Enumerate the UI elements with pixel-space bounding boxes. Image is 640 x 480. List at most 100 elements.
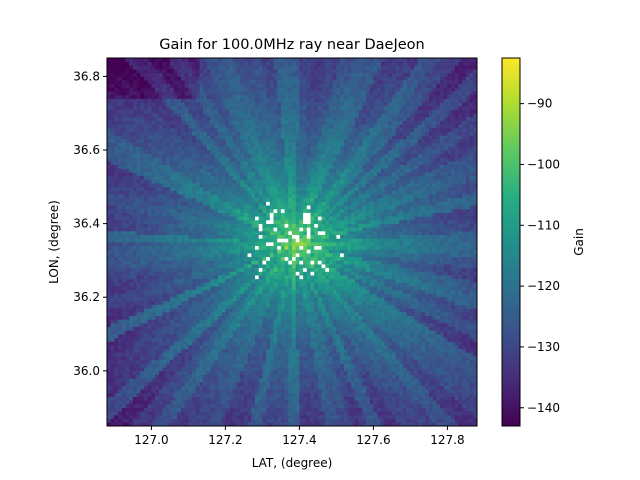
heatmap-cell: [147, 297, 152, 302]
heatmap-cell: [454, 315, 459, 320]
heatmap-cell: [247, 337, 252, 342]
heatmap-cell: [406, 245, 411, 250]
heatmap-cell: [225, 260, 230, 265]
heatmap-cell: [140, 267, 145, 272]
heatmap-cell: [458, 363, 463, 368]
heatmap-cell: [251, 374, 256, 379]
heatmap-cell: [343, 278, 348, 283]
heatmap-cell: [177, 378, 182, 383]
heatmap-cell: [269, 300, 274, 305]
heatmap-cell: [343, 334, 348, 339]
heatmap-cell: [465, 275, 470, 280]
heatmap-cell: [384, 396, 389, 401]
heatmap-cell: [373, 322, 378, 327]
heatmap-cell: [347, 381, 352, 386]
heatmap-cell: [229, 267, 234, 272]
heatmap-cell: [440, 400, 445, 405]
heatmap-cell: [417, 392, 422, 397]
heatmap-cell: [432, 330, 437, 335]
heatmap-cell: [243, 389, 248, 394]
heatmap-cell: [440, 359, 445, 364]
heatmap-cell: [269, 297, 274, 302]
heatmap-cell: [454, 311, 459, 316]
heatmap-cell: [288, 359, 293, 364]
heatmap-cell: [321, 289, 326, 294]
heatmap-cell: [140, 300, 145, 305]
heatmap-cell: [210, 345, 215, 350]
heatmap-cell: [114, 414, 119, 419]
heatmap-cell: [243, 403, 248, 408]
heatmap-cell: [325, 264, 330, 269]
heatmap-cell: [299, 334, 304, 339]
heatmap-cell: [380, 308, 385, 313]
heatmap-cell: [188, 348, 193, 353]
heatmap-cell: [262, 260, 267, 265]
heatmap-cell: [343, 359, 348, 364]
heatmap-cell: [192, 385, 197, 390]
heatmap-cell: [310, 392, 315, 397]
heatmap-cell: [151, 297, 156, 302]
heatmap-cell: [132, 403, 137, 408]
heatmap-cell: [295, 319, 300, 324]
heatmap-cell: [280, 275, 285, 280]
heatmap-cell: [414, 245, 419, 250]
heatmap-cell: [236, 304, 241, 309]
heatmap-cell: [447, 367, 452, 372]
heatmap-cell: [210, 381, 215, 386]
heatmap-cell: [465, 389, 470, 394]
heatmap-cell: [292, 400, 297, 405]
heatmap-cell: [447, 370, 452, 375]
heatmap-cell: [395, 414, 400, 419]
heatmap-cell: [251, 348, 256, 353]
heatmap-cell: [436, 389, 441, 394]
heatmap-cell: [218, 337, 223, 342]
heatmap-cell: [395, 334, 400, 339]
heatmap-cell: [125, 278, 130, 283]
heatmap-cell: [214, 418, 219, 423]
heatmap-cell: [273, 381, 278, 386]
heatmap-cell: [332, 311, 337, 316]
heatmap-cell: [166, 242, 171, 247]
heatmap-cell: [295, 245, 300, 250]
heatmap-cell: [107, 337, 112, 342]
heatmap-cell: [188, 253, 193, 258]
heatmap-cell: [436, 341, 441, 346]
heatmap-cell: [269, 341, 274, 346]
heatmap-cell: [229, 378, 234, 383]
heatmap-cell: [373, 389, 378, 394]
heatmap-cell: [299, 286, 304, 291]
heatmap-cell: [258, 311, 263, 316]
heatmap-cell: [166, 311, 171, 316]
heatmap-cell: [147, 407, 152, 412]
heatmap-cell: [166, 348, 171, 353]
heatmap-cell: [395, 381, 400, 386]
heatmap-cell: [340, 411, 345, 416]
heatmap-cell: [225, 289, 230, 294]
heatmap-cell: [317, 411, 322, 416]
heatmap-cell: [184, 418, 189, 423]
heatmap-cell: [440, 289, 445, 294]
heatmap-cell: [325, 359, 330, 364]
heatmap-cell: [432, 396, 437, 401]
heatmap-cell: [454, 282, 459, 287]
heatmap-cell: [403, 337, 408, 342]
heatmap-cell: [306, 300, 311, 305]
heatmap-cell: [140, 400, 145, 405]
heatmap-cell: [262, 363, 267, 368]
heatmap-cell: [321, 293, 326, 298]
heatmap-cell: [166, 345, 171, 350]
heatmap-cell: [391, 381, 396, 386]
heatmap-cell: [362, 378, 367, 383]
heatmap-cell: [151, 407, 156, 412]
heatmap-cell: [388, 271, 393, 276]
heatmap-cell: [421, 326, 426, 331]
heatmap-cell: [329, 407, 334, 412]
heatmap-cell: [332, 304, 337, 309]
heatmap-cell: [269, 326, 274, 331]
heatmap-cell: [269, 422, 274, 427]
heatmap-cell: [110, 275, 115, 280]
heatmap-cell: [417, 418, 422, 423]
heatmap-cell: [177, 396, 182, 401]
heatmap-cell: [144, 282, 149, 287]
heatmap-cell: [188, 367, 193, 372]
